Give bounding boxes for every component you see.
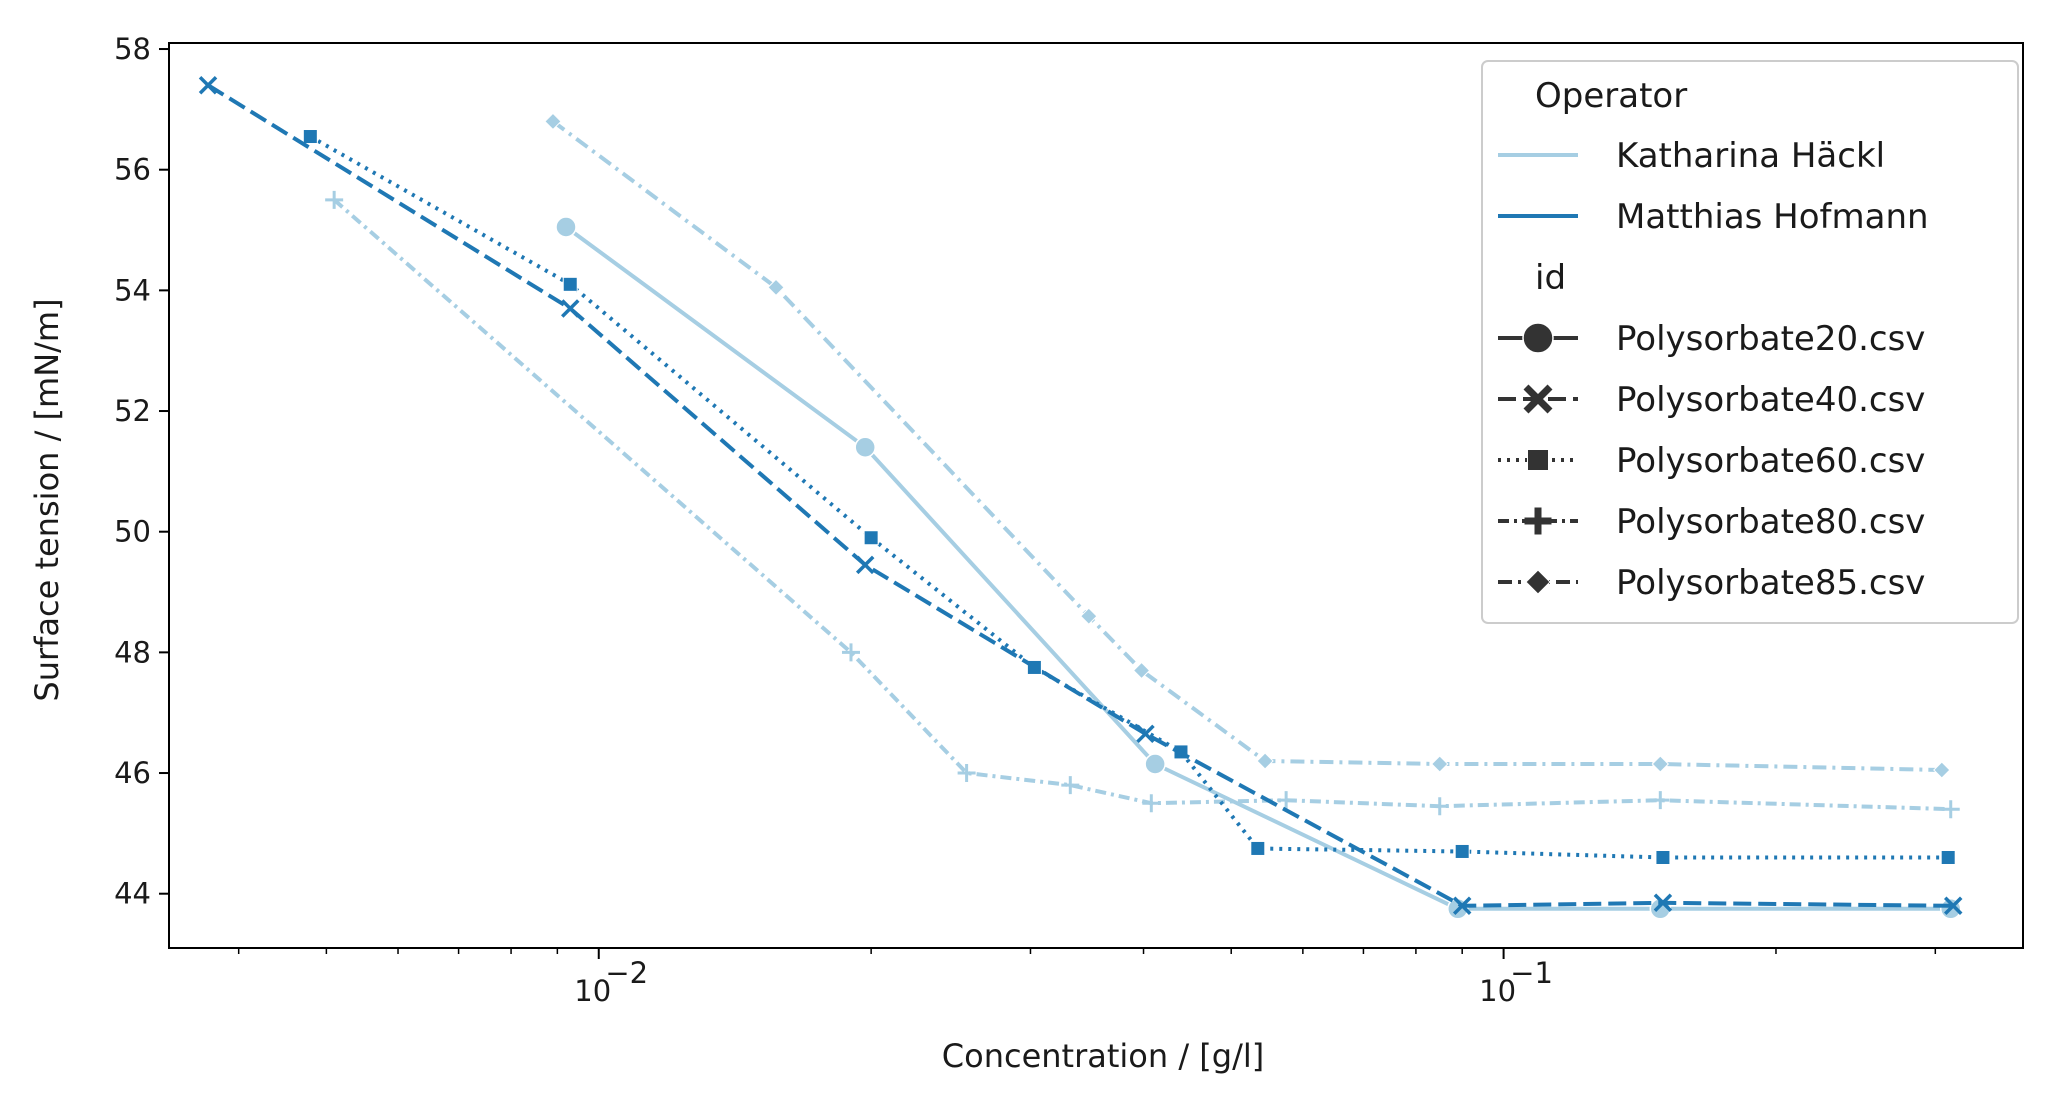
data-point-7 <box>1933 761 1951 779</box>
data-point-1 <box>561 299 580 318</box>
series-line <box>551 119 1942 772</box>
data-point-4 <box>1256 752 1274 770</box>
data-point-8 <box>1940 850 1956 865</box>
legend: Operator Katharina Häckl Matthias Hofman… <box>1481 60 2019 624</box>
plot-layer <box>198 75 1963 920</box>
data-point-4 <box>1142 794 1161 813</box>
data-point-5 <box>1250 840 1266 856</box>
x-tick-label-1: 10 <box>1479 974 1516 1008</box>
data-point-2 <box>1144 753 1166 775</box>
data-point-6 <box>1454 843 1470 859</box>
data-point-6 <box>1430 797 1449 816</box>
legend-title-id: id <box>1535 258 1566 298</box>
data-point-3 <box>1132 661 1151 680</box>
data-point-1 <box>854 436 876 458</box>
y-tick-label-4: 52 <box>114 394 151 428</box>
series-line <box>564 225 1951 911</box>
x-tick-exponent-0: −2 <box>605 956 648 990</box>
data-point-2 <box>957 764 976 783</box>
data-point-3 <box>1136 724 1155 744</box>
legend-label-id-2: Polysorbate60.csv <box>1616 441 1925 481</box>
data-point-0 <box>325 190 344 209</box>
data-point-1 <box>767 278 785 297</box>
legend-label-id-3: Polysorbate80.csv <box>1616 502 1925 542</box>
data-point-1 <box>841 643 860 662</box>
data-point-4 <box>1452 896 1472 916</box>
data-point-0 <box>555 216 577 238</box>
data-point-2 <box>855 555 875 575</box>
legend-handle-id-marker-2 <box>1527 449 1549 471</box>
legend-frame <box>1481 60 2019 624</box>
y-tick-label-3: 50 <box>114 515 151 549</box>
data-point-7 <box>1651 791 1670 810</box>
x-axis-title: Concentration / [g/l] <box>942 1037 1264 1075</box>
plot-frame <box>168 42 2024 949</box>
legend-title-operator: Operator <box>1535 76 1687 116</box>
data-point-1 <box>562 276 578 292</box>
series-polysorbate60-mh <box>302 129 1956 865</box>
data-point-2 <box>863 530 879 546</box>
y-tick-label-5: 54 <box>114 273 151 307</box>
legend-handle-id-marker-0 <box>1522 322 1554 354</box>
legend-handles <box>1498 153 1578 595</box>
data-point-7 <box>1655 850 1671 865</box>
series-polysorbate80-kh <box>325 190 1960 819</box>
legend-handle-id-marker-3 <box>1524 507 1552 535</box>
data-point-5 <box>1277 791 1296 810</box>
x-tick-exponent-1: −1 <box>1510 956 1553 990</box>
series-line <box>309 134 1949 860</box>
legend-handle-id-marker-1 <box>1523 384 1553 414</box>
legend-label-id-1: Polysorbate40.csv <box>1616 380 1925 420</box>
data-point-5 <box>1653 893 1673 912</box>
series-polysorbate40-mh <box>198 75 1963 916</box>
data-point-6 <box>1944 896 1963 916</box>
data-point-0 <box>198 75 218 95</box>
y-tick-label-0: 44 <box>114 877 151 911</box>
y-axis-title: Surface tension / [mN/m] <box>28 298 66 701</box>
series-polysorbate85-kh <box>544 112 1951 779</box>
legend-label-id-0: Polysorbate20.csv <box>1616 319 1925 359</box>
data-point-0 <box>544 112 562 131</box>
y-tick-label-7: 58 <box>114 32 151 66</box>
data-point-8 <box>1941 800 1960 819</box>
legend-label-operator-0: Katharina Häckl <box>1616 136 1885 176</box>
data-point-6 <box>1651 755 1670 773</box>
data-point-2 <box>1080 607 1098 625</box>
data-point-0 <box>302 129 318 145</box>
legend-handle-id-marker-4 <box>1525 569 1551 595</box>
data-point-5 <box>1431 755 1449 773</box>
legend-label-operator-1: Matthias Hofmann <box>1616 197 1929 237</box>
data-point-3 <box>1061 776 1080 795</box>
legend-label-id-4: Polysorbate85.csv <box>1616 563 1925 603</box>
y-tick-label-1: 46 <box>114 756 151 790</box>
y-tick-label-2: 48 <box>114 635 151 669</box>
x-tick-label-0: 10 <box>574 974 611 1008</box>
y-tick-label-6: 56 <box>114 153 151 187</box>
